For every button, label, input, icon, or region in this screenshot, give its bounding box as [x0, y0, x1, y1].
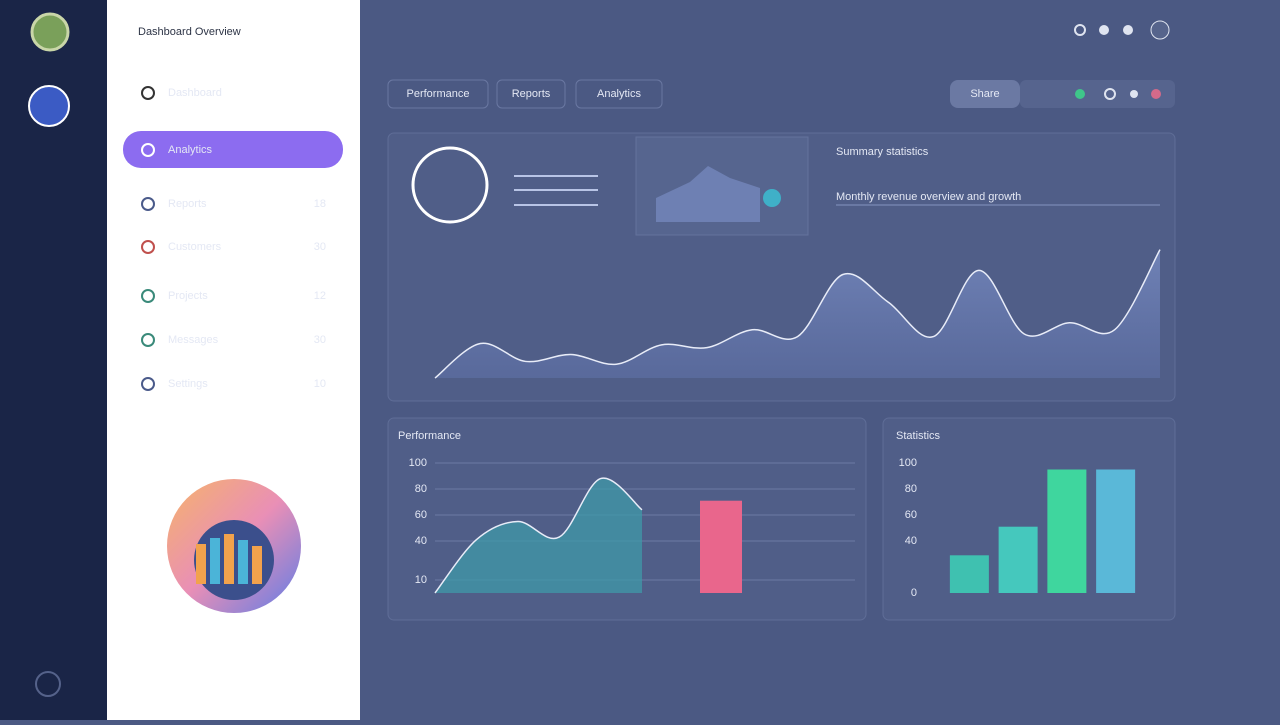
top-icons	[1074, 20, 1170, 40]
icon[interactable]	[1130, 90, 1138, 98]
card-text: Monthly revenue overview and growth	[836, 191, 1021, 203]
nav-label[interactable]: Reports	[168, 198, 207, 210]
nav-label[interactable]: Analytics	[168, 144, 213, 156]
rail-button[interactable]	[28, 85, 70, 127]
area	[435, 478, 642, 593]
bar	[949, 555, 989, 593]
sidebar-title: Dashboard Overview	[138, 26, 241, 38]
progress-ring	[411, 146, 489, 224]
mini-chart-dot	[763, 189, 781, 207]
icon[interactable]	[1151, 89, 1161, 99]
card-title: Statistics	[896, 430, 941, 442]
tab[interactable]	[496, 79, 566, 109]
illustration	[224, 534, 234, 584]
nav-label[interactable]: Messages	[168, 334, 219, 346]
y-tick-label: 40	[415, 535, 427, 547]
nav-badge: 12	[314, 290, 326, 302]
y-tick-label: 100	[899, 457, 917, 469]
mini-chart-area	[656, 166, 760, 222]
nav-icon	[141, 143, 155, 157]
nav-label[interactable]: Customers	[168, 241, 222, 253]
icon[interactable]	[1074, 24, 1086, 36]
illustration	[210, 538, 220, 584]
tab[interactable]	[387, 79, 489, 109]
nav-icon	[141, 289, 155, 303]
icon[interactable]	[1104, 88, 1116, 100]
bar	[998, 526, 1038, 593]
illustration	[252, 546, 262, 584]
nav-icon	[141, 240, 155, 254]
tab-label: Analytics	[597, 88, 642, 100]
icon[interactable]	[1075, 89, 1085, 99]
icon[interactable]	[1099, 25, 1109, 35]
avatar[interactable]	[30, 12, 70, 52]
y-tick-label: 60	[905, 509, 917, 521]
y-tick-label: 80	[415, 483, 427, 495]
tab-label: Performance	[407, 88, 470, 100]
nav-label[interactable]: Projects	[168, 290, 208, 302]
card-title: Performance	[398, 430, 461, 442]
nav-icon	[141, 197, 155, 211]
nav-badge: 18	[314, 198, 326, 210]
tab[interactable]	[575, 79, 663, 109]
card-title: Summary statistics	[836, 146, 929, 158]
y-tick-label: 0	[911, 587, 917, 599]
nav-badge: 30	[314, 241, 326, 253]
bar	[1047, 469, 1087, 593]
area-line	[434, 477, 643, 594]
nav-badge: 10	[314, 378, 326, 390]
area-line	[434, 249, 1161, 379]
illustration	[238, 540, 248, 584]
nav-badge: 30	[314, 334, 326, 346]
y-tick-label: 100	[409, 457, 427, 469]
nav-active[interactable]	[123, 131, 343, 168]
icon[interactable]	[1150, 20, 1170, 40]
nav-icon	[141, 86, 155, 100]
nav-label[interactable]: Settings	[168, 378, 208, 390]
bar	[1096, 469, 1136, 593]
button-label: Share	[970, 88, 999, 100]
share-button[interactable]	[950, 80, 1020, 108]
nav-icon	[141, 333, 155, 347]
y-tick-label: 80	[905, 483, 917, 495]
icon[interactable]	[1123, 25, 1133, 35]
area	[435, 249, 1160, 378]
nav-label[interactable]: Dashboard	[168, 87, 222, 99]
y-tick-label: 60	[415, 509, 427, 521]
bar	[700, 500, 742, 593]
y-tick-label: 10	[415, 574, 427, 586]
illustration	[196, 544, 206, 584]
toolbar-group	[1020, 80, 1175, 108]
nav-icon	[141, 377, 155, 391]
rail-settings[interactable]	[35, 671, 61, 697]
y-tick-label: 40	[905, 535, 917, 547]
tab-label: Reports	[512, 88, 551, 100]
